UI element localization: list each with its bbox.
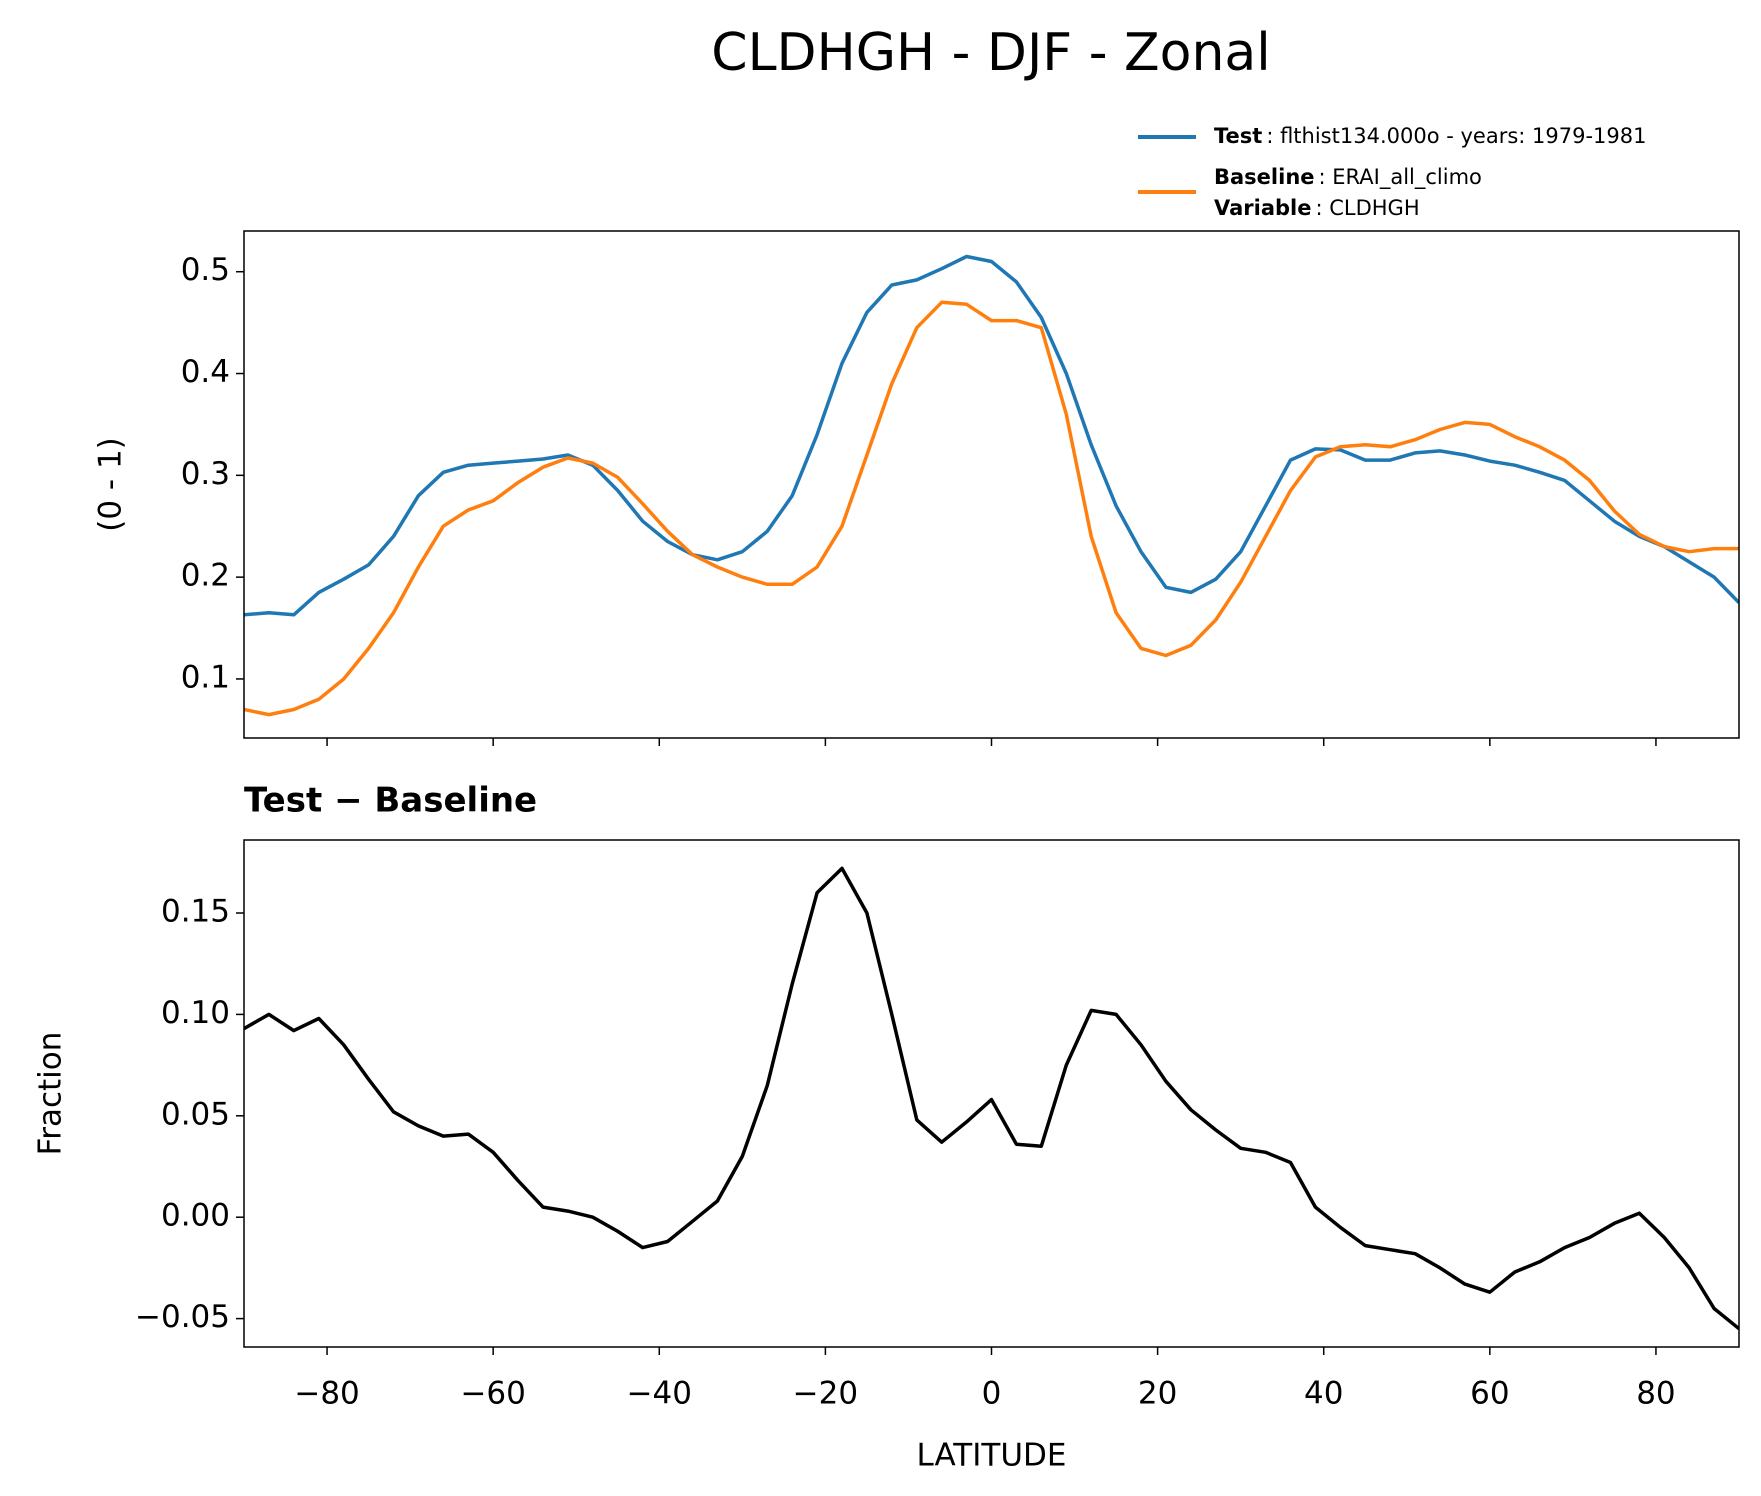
y-tick-label: 0.1 (181, 659, 230, 695)
y-tick-label: 0.00 (161, 1198, 230, 1234)
legend-description: : ERAI_all_climo (1319, 165, 1482, 190)
legend-description: : CLDHGH (1315, 196, 1419, 220)
x-tick-label: −60 (460, 1376, 525, 1412)
x-tick-label: −80 (294, 1376, 359, 1412)
series-line (244, 254, 1739, 617)
x-tick-label: 80 (1636, 1376, 1675, 1412)
y-tick-label: 0.15 (161, 894, 230, 930)
y-axis-label: (0 - 1) (93, 437, 129, 532)
y-tick-label: 0.5 (181, 252, 230, 288)
x-axis-label: LATITUDE (917, 1438, 1067, 1474)
series-line (244, 866, 1739, 1331)
x-tick-label: −20 (793, 1376, 858, 1412)
y-tick-label: 0.05 (161, 1096, 230, 1132)
x-tick-label: 20 (1138, 1376, 1177, 1412)
x-tick-label: −40 (627, 1376, 692, 1412)
legend-name: Test (1214, 124, 1262, 148)
series-line (244, 300, 1739, 717)
x-tick-label: 0 (982, 1376, 1002, 1412)
y-tick-label: 0.3 (181, 456, 230, 492)
axes-title: Test − Baseline (244, 781, 537, 821)
x-tick-label: 60 (1470, 1376, 1509, 1412)
legend-entry: Test: flthist134.000o - years: 1979-1981 (1214, 124, 1646, 148)
axes-frame (243, 230, 1740, 739)
legend-description: : flthist134.000o - years: 1979-1981 (1266, 124, 1646, 148)
axes-frame (243, 839, 1740, 1348)
y-axis-label: Fraction (33, 1032, 69, 1156)
y-tick-label: 0.10 (161, 995, 230, 1031)
y-tick-label: 0.2 (181, 558, 230, 594)
legend-name: Variable (1214, 196, 1311, 220)
legend-entry: Variable: CLDHGH (1214, 196, 1420, 220)
legend-name: Baseline (1214, 165, 1315, 189)
figure-title: CLDHGH - DJF - Zonal (711, 23, 1270, 83)
y-tick-label: −0.05 (135, 1299, 230, 1335)
y-tick-label: 0.4 (181, 354, 230, 390)
x-tick-label: 40 (1304, 1376, 1343, 1412)
legend-entry: Baseline: ERAI_all_climo (1214, 165, 1482, 190)
